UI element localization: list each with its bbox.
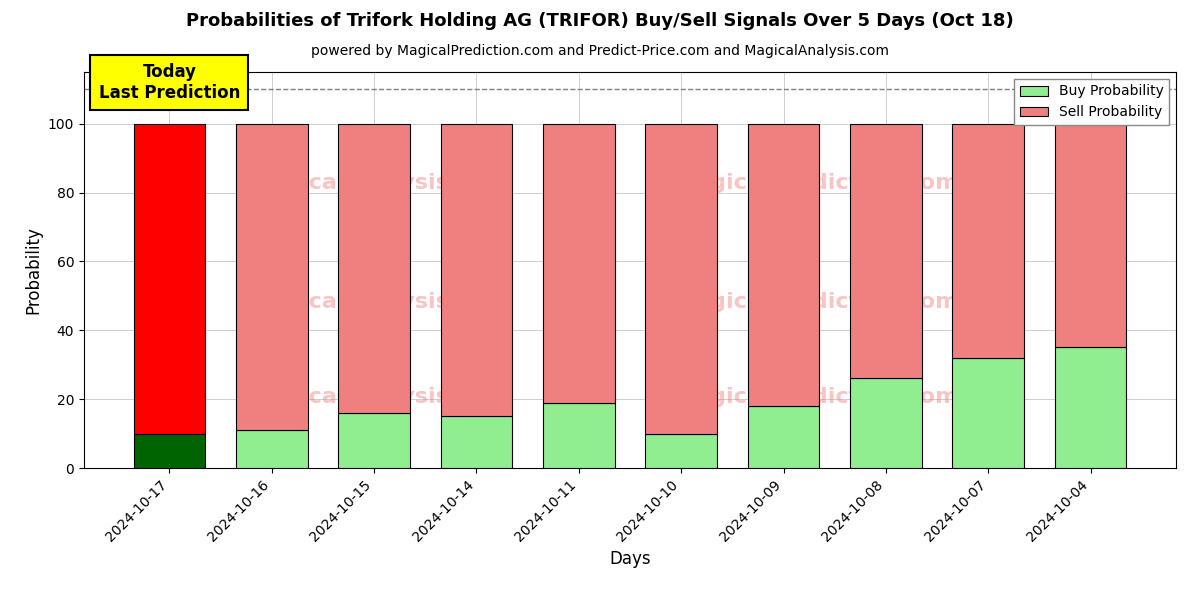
Text: MagicalPrediction.com: MagicalPrediction.com <box>673 292 959 311</box>
Bar <box>953 358 1024 468</box>
Bar <box>544 403 614 468</box>
Bar <box>133 124 205 434</box>
Bar <box>850 124 922 379</box>
Bar <box>236 124 307 430</box>
Bar <box>338 413 410 468</box>
Bar <box>748 406 820 468</box>
Legend: Buy Probability, Sell Probability: Buy Probability, Sell Probability <box>1014 79 1169 125</box>
Bar <box>544 124 614 403</box>
Y-axis label: Probability: Probability <box>24 226 42 314</box>
Bar <box>850 379 922 468</box>
Bar <box>440 416 512 468</box>
X-axis label: Days: Days <box>610 550 650 568</box>
Text: powered by MagicalPrediction.com and Predict-Price.com and MagicalAnalysis.com: powered by MagicalPrediction.com and Pre… <box>311 44 889 58</box>
Text: MagicalPrediction.com: MagicalPrediction.com <box>673 387 959 407</box>
Bar <box>133 434 205 468</box>
Text: MagicalAnalysis.com: MagicalAnalysis.com <box>248 173 510 193</box>
Bar <box>953 124 1024 358</box>
Bar <box>748 124 820 406</box>
Bar <box>440 124 512 416</box>
Bar <box>1055 347 1127 468</box>
Bar <box>236 430 307 468</box>
Bar <box>646 124 716 434</box>
Bar <box>1055 124 1127 347</box>
Text: MagicalPrediction.com: MagicalPrediction.com <box>673 173 959 193</box>
Text: Probabilities of Trifork Holding AG (TRIFOR) Buy/Sell Signals Over 5 Days (Oct 1: Probabilities of Trifork Holding AG (TRI… <box>186 12 1014 30</box>
Bar <box>646 434 716 468</box>
Bar <box>338 124 410 413</box>
Text: Today
Last Prediction: Today Last Prediction <box>98 63 240 102</box>
Text: MagicalAnalysis.com: MagicalAnalysis.com <box>248 387 510 407</box>
Text: MagicalAnalysis.com: MagicalAnalysis.com <box>248 292 510 311</box>
